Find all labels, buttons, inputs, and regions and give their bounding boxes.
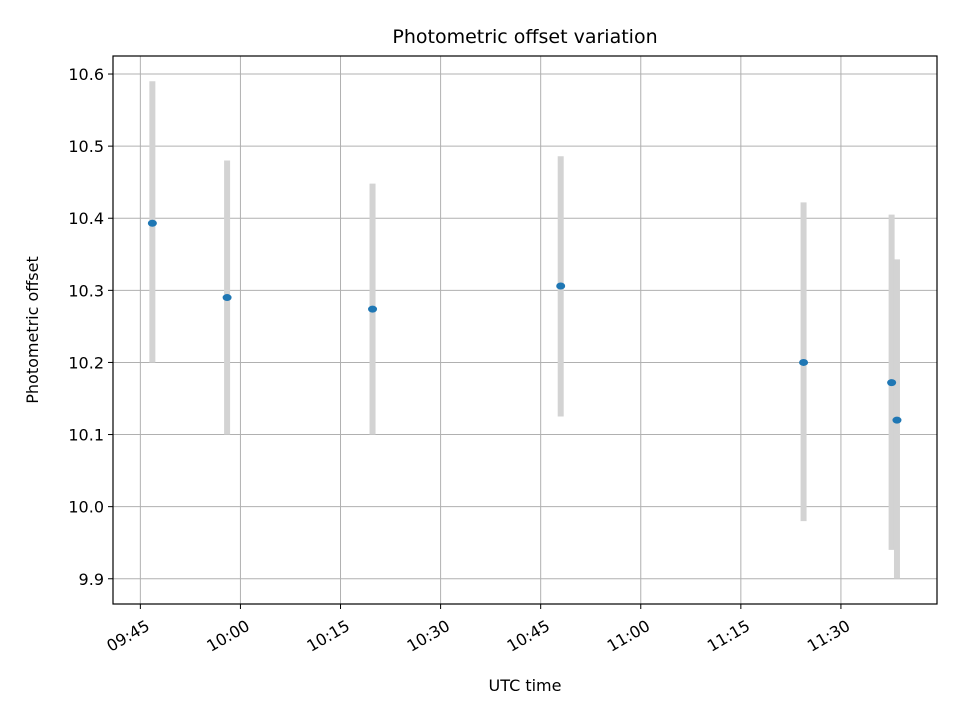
error-bars [149, 81, 900, 579]
x-tick-label: 09:45 [103, 616, 152, 656]
x-tick-label: 11:30 [804, 616, 853, 656]
y-tick-label: 10.4 [68, 209, 104, 228]
grid [113, 56, 937, 604]
data-point [892, 416, 902, 424]
data-point [887, 379, 897, 387]
data-points [147, 219, 902, 424]
data-point [799, 358, 809, 366]
y-axis: 9.9 10.0 10.1 10.2 10.3 10.4 10.5 10.6 [68, 65, 113, 589]
x-tick-label: 10:30 [404, 616, 453, 656]
y-tick-label: 10.5 [68, 137, 104, 156]
data-point [368, 305, 378, 313]
x-tick-label: 10:00 [203, 616, 252, 656]
x-tick-label: 10:45 [504, 616, 553, 656]
data-point [147, 219, 157, 227]
x-tick-label: 11:15 [704, 616, 753, 656]
x-axis-label: UTC time [489, 676, 562, 695]
plot-frame [112, 55, 938, 605]
y-tick-label: 10.1 [68, 426, 104, 445]
y-tick-label: 9.9 [79, 570, 104, 589]
y-tick-label: 10.6 [68, 65, 104, 84]
y-tick-label: 10.2 [68, 353, 104, 372]
y-axis-label: Photometric offset [23, 256, 42, 404]
y-tick-label: 10.3 [68, 281, 104, 300]
x-tick-label: 11:00 [604, 616, 653, 656]
x-tick-label: 10:15 [303, 616, 352, 656]
data-point [222, 294, 232, 302]
y-tick-label: 10.0 [68, 498, 104, 517]
chart-title: Photometric offset variation [392, 26, 657, 48]
data-point [556, 282, 566, 290]
x-axis: 09:45 10:00 10:15 10:30 10:45 11:00 11:15 11:30 [103, 604, 853, 656]
